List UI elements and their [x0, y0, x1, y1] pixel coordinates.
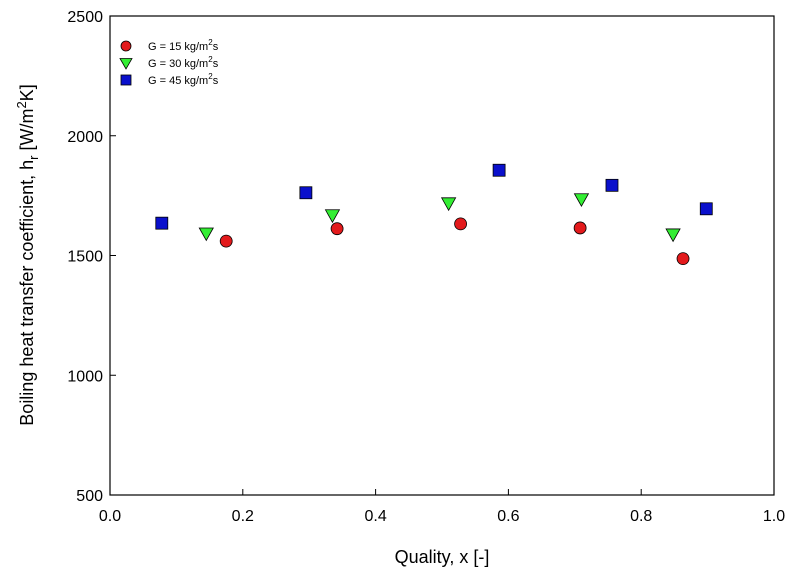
y-tick-label: 1000	[67, 368, 103, 385]
data-point-circle	[454, 217, 467, 231]
data-point-square	[699, 202, 713, 216]
x-tick-label: 0.8	[630, 508, 652, 525]
legend-marker-circle	[120, 40, 132, 52]
data-point-circle	[573, 221, 587, 235]
y-tick-label: 2500	[67, 9, 103, 26]
data-point-circle	[219, 234, 233, 248]
data-point-triangle-down	[324, 209, 341, 224]
y-tick-label: 1500	[67, 249, 103, 266]
x-tick-label: 0.2	[232, 508, 254, 525]
data-point-triangle-down	[440, 197, 457, 212]
data-point-square	[299, 186, 313, 200]
plot-frame	[109, 15, 775, 496]
x-axis-title: Quality, x [-]	[395, 547, 490, 567]
data-point-square	[155, 216, 169, 230]
legend-label: G = 15 kg/m2s	[148, 38, 219, 53]
data-point-circle	[676, 252, 690, 266]
legend: G = 15 kg/m2s G = 30 kg/m2s G = 45 kg/m2s	[119, 38, 219, 87]
data-point-triangle-down	[573, 193, 590, 208]
y-tick-label: 2000	[67, 129, 103, 146]
data-point-triangle-down	[665, 228, 681, 243]
x-tick-label: 0.0	[99, 508, 121, 525]
x-tick-label: 0.4	[364, 508, 386, 525]
data-point-circle	[330, 222, 344, 236]
data-point-square	[492, 163, 506, 177]
x-tick-label: 0.6	[497, 508, 519, 525]
x-tick-label: 1.0	[763, 508, 785, 525]
data-point-triangle-down	[198, 227, 214, 242]
legend-marker-square	[120, 74, 132, 86]
legend-label: G = 30 kg/m2s	[148, 55, 219, 70]
legend-marker-triangle-down	[119, 58, 133, 70]
axis-ticks: 0.0 0.2 0.4 0.6 0.8 1.0 500 1000 1500 2000 2500	[67, 9, 785, 525]
legend-label: G = 45 kg/m2s	[148, 72, 219, 87]
y-axis-title: Boiling heat transfer coefficient, hr [W…	[14, 84, 41, 425]
y-axis-label: Boiling heat transfer coefficient, hr [W…	[14, 84, 41, 425]
data-points	[155, 163, 713, 266]
y-tick-label: 500	[76, 488, 103, 505]
data-point-square	[605, 178, 619, 192]
plot-area	[109, 15, 775, 496]
